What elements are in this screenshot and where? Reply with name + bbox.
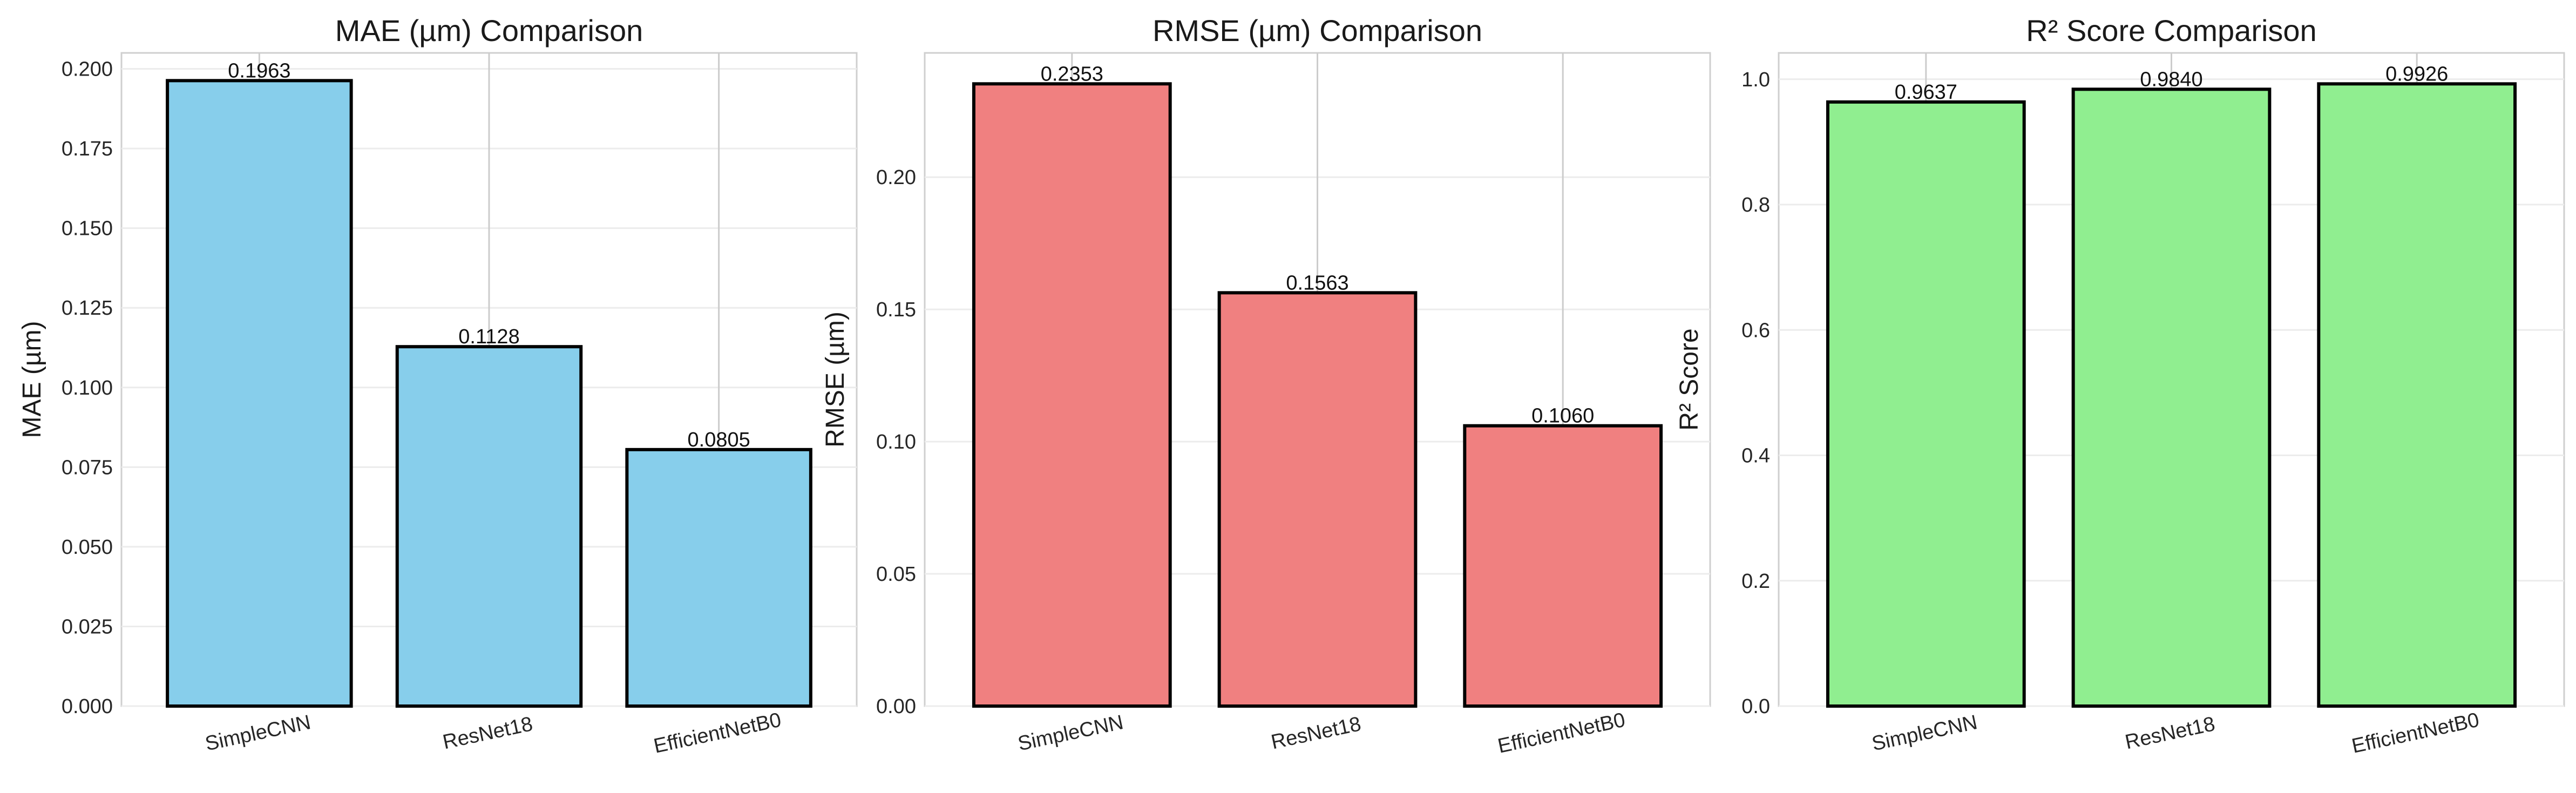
y-axis-label: MAE (µm) [18,321,46,438]
bar-value-label: 0.1963 [228,59,290,82]
bar-value-label: 0.2353 [1041,63,1103,85]
bar-efficientnetb0 [625,448,812,708]
y-tick-label: 0.100 [62,377,113,399]
x-tick-label: ResNet18 [2123,713,2217,754]
bar-resnet18 [2071,87,2272,708]
y-tick-label: 0.125 [62,297,113,320]
bar-value-label: 0.9840 [2140,68,2202,91]
bar-value-label: 0.1060 [1531,405,1594,428]
chart-panel-1: 0.000 0.025 0.050 0.075 0.100 0.125 0.150 0.175… [18,13,858,758]
bar-value-label: 0.1128 [458,326,519,348]
y-tick-label: 0.4 [1741,445,1770,467]
y-tick-label: 0.6 [1741,319,1770,342]
y-tick-label: 0.05 [876,563,916,586]
y-tick-label: 0.0 [1741,695,1770,718]
x-tick-label: SimpleCNN [203,711,313,755]
x-tick-label: SimpleCNN [1870,711,1980,755]
bar-simplecnn [972,82,1172,708]
y-axis-label: R² Score [1675,328,1704,430]
x-tick-label: ResNet18 [1269,713,1363,754]
y-tick-label: 0.150 [62,218,113,240]
bar-value-label: 0.0805 [688,429,750,451]
y-tick-label: 0.075 [62,456,113,479]
bar-value-label: 0.1563 [1286,272,1348,294]
y-tick-label: 0.00 [876,695,916,718]
chart-panel-3: 0.0 0.2 0.4 0.6 0.8 1.0 0.9637 0.9840 0.9926 Simp… [1675,13,2565,758]
y-tick-label: 1.0 [1741,69,1770,91]
bar-resnet18 [1217,291,1418,708]
y-tick-label: 0.025 [62,615,113,638]
bar-value-label: 0.9637 [1895,81,1957,104]
bar-efficientnetb0 [2317,82,2517,708]
y-tick-label: 0.050 [62,536,113,559]
y-tick-label: 0.20 [876,166,916,189]
chart-title: RMSE (µm) Comparison [1153,13,1482,48]
bar-value-label: 0.9926 [2385,63,2448,85]
y-tick-label: 0.10 [876,431,916,453]
x-tick-label: EfficientNetB0 [1496,709,1628,758]
x-tick-label: EfficientNetB0 [2350,709,2482,758]
y-tick-label: 0.2 [1741,570,1770,593]
y-tick-label: 0.000 [62,695,113,718]
x-tick-label: ResNet18 [440,713,534,754]
bar-resnet18 [395,345,583,708]
chart-panel-2: 0.00 0.05 0.10 0.15 0.20 0.2353 0.1563 0.1060 Si… [821,13,1711,758]
bar-simplecnn [1826,100,2026,708]
y-tick-label: 0.200 [62,58,113,81]
x-tick-label: SimpleCNN [1016,711,1126,755]
x-tick-label: EfficientNetB0 [652,709,783,758]
bar-simplecnn [166,79,353,708]
bar-efficientnetb0 [1463,424,1663,708]
y-tick-label: 0.175 [62,138,113,160]
chart-title: R² Score Comparison [2026,13,2316,48]
y-axis-label: RMSE (µm) [821,311,850,448]
y-tick-label: 0.15 [876,299,916,321]
y-tick-label: 0.8 [1741,194,1770,216]
chart-title: MAE (µm) Comparison [335,13,643,48]
